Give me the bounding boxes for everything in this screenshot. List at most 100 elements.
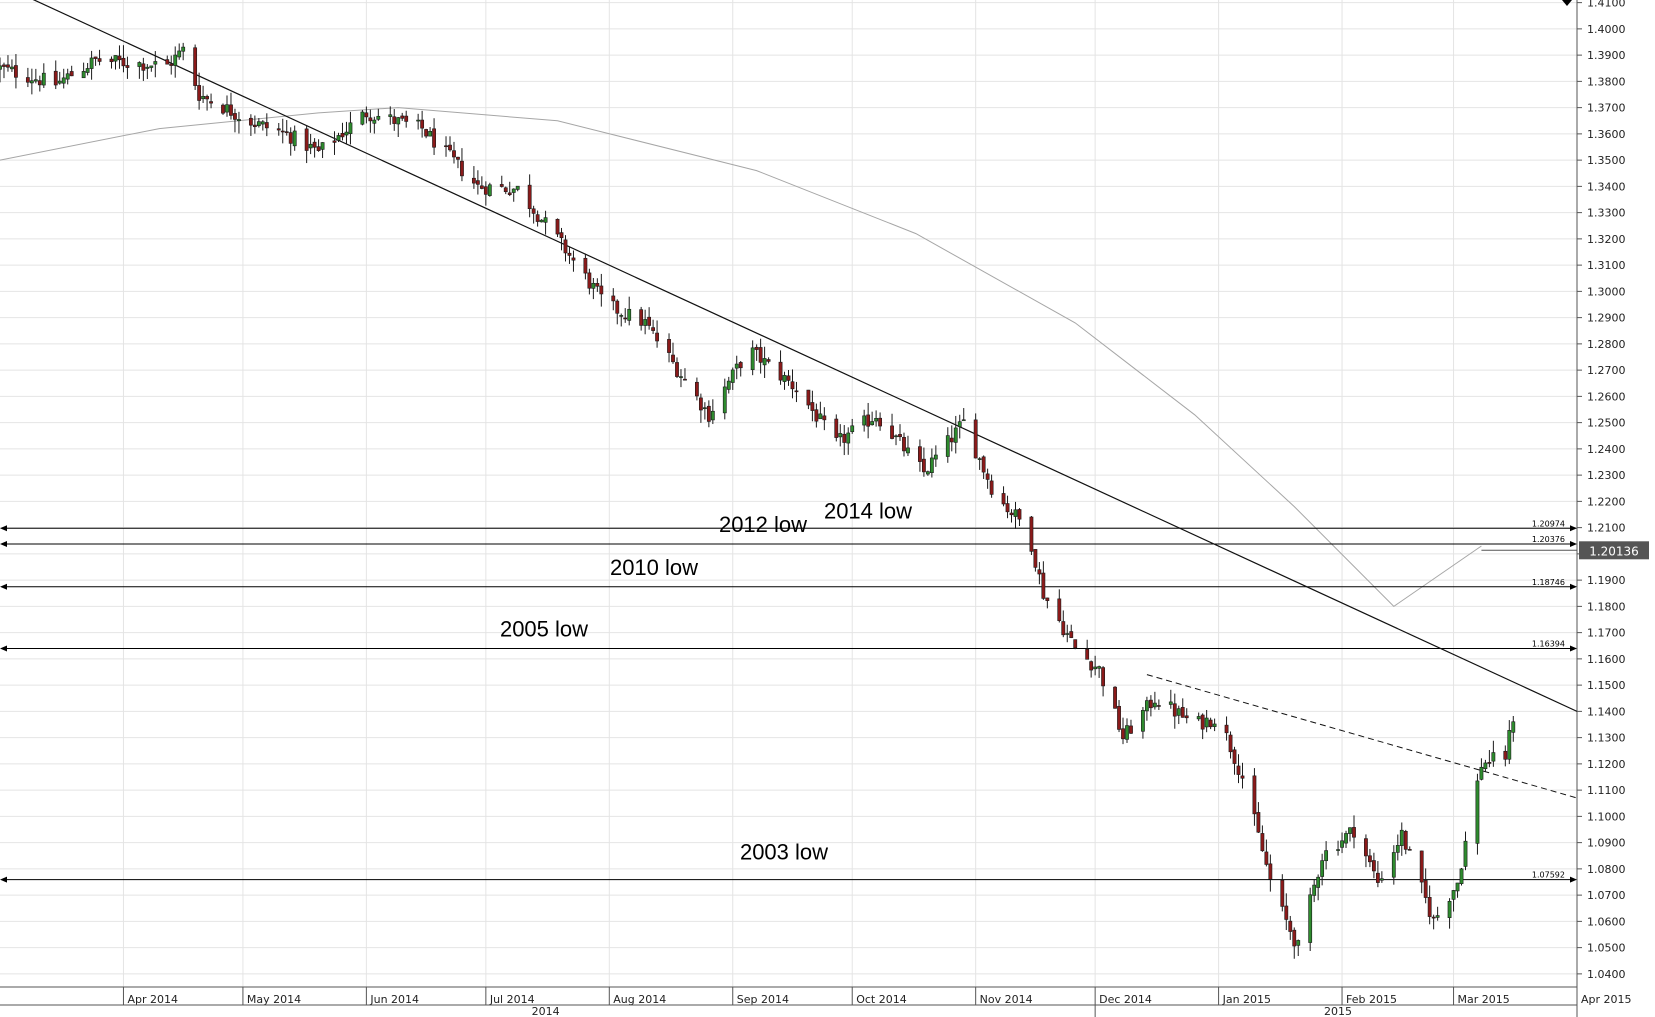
y-tick-label: 1.0900 xyxy=(1587,837,1626,850)
candle-down xyxy=(595,283,600,287)
candle-down xyxy=(1288,920,1293,932)
candle-down xyxy=(1200,714,1205,730)
candle-down xyxy=(125,65,130,68)
candle-up xyxy=(1296,940,1301,946)
candle-down xyxy=(583,257,588,274)
candle-down xyxy=(989,480,994,495)
candle-up xyxy=(81,71,86,79)
candle-down xyxy=(1403,831,1408,850)
candle-down xyxy=(571,257,576,261)
level-annotation: 2014 low xyxy=(824,498,912,523)
candle-down xyxy=(25,77,30,83)
candle-up xyxy=(933,454,938,460)
candle-down xyxy=(316,146,321,151)
level-value-tag: 1.20376 xyxy=(1532,535,1565,544)
candle-down xyxy=(503,187,508,193)
level-annotation: 2012 low xyxy=(719,512,807,537)
candle-up xyxy=(1212,723,1217,727)
candle-down xyxy=(1372,860,1376,872)
y-tick-label: 1.0700 xyxy=(1587,889,1626,902)
candle-up xyxy=(1152,702,1157,708)
candle-up xyxy=(619,315,624,317)
candle-down xyxy=(1113,686,1117,709)
level-arrow-right xyxy=(1570,645,1577,652)
candle-down xyxy=(794,390,799,393)
level-value-tag: 1.07592 xyxy=(1532,871,1565,880)
candle-down xyxy=(675,362,679,377)
y-tick-label: 1.1100 xyxy=(1587,784,1626,797)
candle-down xyxy=(400,115,405,119)
candle-down xyxy=(479,185,484,189)
candle-up xyxy=(1475,780,1480,844)
candle-down xyxy=(109,58,114,63)
candle-down xyxy=(264,122,269,129)
candle-up xyxy=(925,471,930,475)
level-arrow-left xyxy=(0,541,7,548)
candle-up xyxy=(225,104,229,113)
candle-up xyxy=(33,79,38,82)
y-tick-label: 1.0500 xyxy=(1587,942,1626,955)
candle-down xyxy=(1431,916,1436,919)
candle-down xyxy=(193,47,198,86)
candle-down xyxy=(117,55,122,61)
candle-down xyxy=(1085,649,1090,660)
candle-down xyxy=(898,434,902,438)
candle-down xyxy=(949,437,954,443)
moving-average-line xyxy=(0,107,1482,608)
candle-down xyxy=(456,156,460,160)
candle-up xyxy=(539,219,544,223)
candle-down xyxy=(758,347,763,363)
top-right-marker xyxy=(1562,0,1572,6)
candle-down xyxy=(1148,699,1153,709)
candle-up xyxy=(862,415,867,426)
candle-up xyxy=(85,68,90,73)
candle-up xyxy=(945,435,950,457)
candle-down xyxy=(1073,639,1078,649)
candle-up xyxy=(1511,721,1516,733)
candle-down xyxy=(615,300,620,314)
candle-down xyxy=(1005,503,1010,513)
x-tick-label: Dec 2014 xyxy=(1099,993,1152,1006)
candle-down xyxy=(424,129,429,137)
candle-down xyxy=(460,160,464,177)
candle-up xyxy=(1459,868,1464,884)
candle-up xyxy=(137,62,142,67)
candle-up xyxy=(1348,827,1352,834)
candle-down xyxy=(229,104,233,116)
candle-down xyxy=(432,128,436,148)
y-tick-label: 1.2800 xyxy=(1587,338,1626,351)
candle-up xyxy=(61,77,66,84)
y-tick-label: 1.3500 xyxy=(1587,154,1626,167)
level-annotation: 2005 low xyxy=(500,617,588,642)
level-annotation: 2003 low xyxy=(740,840,828,865)
x-tick-label: Jun 2014 xyxy=(369,993,419,1006)
candle-down xyxy=(587,272,592,289)
candle-down xyxy=(404,115,409,122)
candle-down xyxy=(169,63,174,66)
candle-down xyxy=(790,381,795,390)
candle-down xyxy=(778,361,783,381)
candle-down xyxy=(806,389,811,406)
candle-up xyxy=(838,433,843,438)
y-tick-label: 1.0600 xyxy=(1587,915,1626,928)
level-arrow-left xyxy=(0,876,7,883)
candle-down xyxy=(1029,516,1034,552)
level-value-tag: 1.18746 xyxy=(1532,578,1565,587)
candle-up xyxy=(1196,716,1201,720)
candle-up xyxy=(710,410,715,421)
candle-down xyxy=(623,317,628,320)
y-tick-label: 1.3200 xyxy=(1587,233,1626,246)
candle-up xyxy=(850,425,855,433)
candle-up xyxy=(1399,829,1404,846)
candle-down xyxy=(1375,872,1380,883)
candle-up xyxy=(1093,666,1098,670)
candle-down xyxy=(706,405,711,422)
candle-up xyxy=(1340,840,1344,848)
candle-down xyxy=(1240,775,1245,779)
candle-down xyxy=(141,63,146,71)
candle-down xyxy=(1368,855,1372,863)
candle-up xyxy=(41,72,46,86)
candle-up xyxy=(961,419,966,422)
candle-up xyxy=(1320,860,1325,877)
level-arrow-left xyxy=(0,525,7,532)
